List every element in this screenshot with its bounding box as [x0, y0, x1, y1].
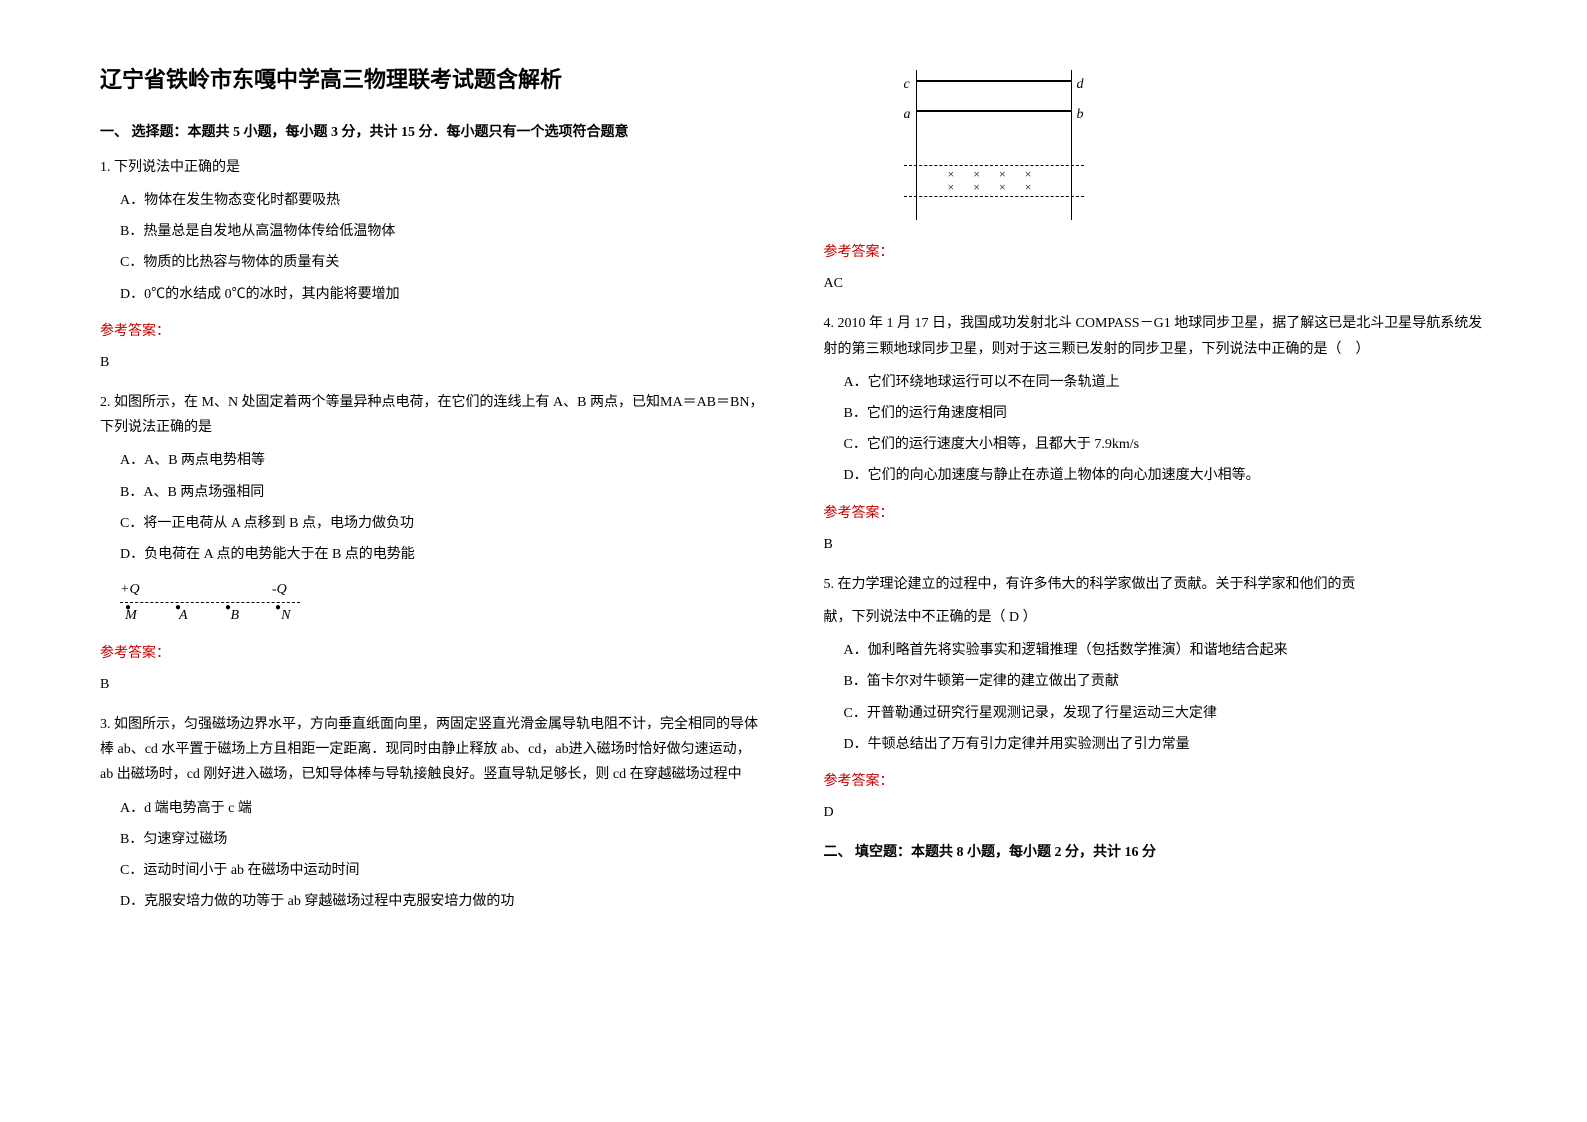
question-4: 4. 2010 年 1 月 17 日，我国成功发射北斗 COMPASS－G1 地… [824, 311, 1488, 557]
q2-option-b: B．A、B 两点场强相同 [120, 480, 764, 505]
section-2-heading: 二、 填空题：本题共 8 小题，每小题 2 分，共计 16 分 [824, 840, 1488, 865]
q3-diagram-x-row2: × × × × [904, 181, 1084, 194]
q1-option-c: C．物质的比热容与物体的质量有关 [120, 250, 764, 275]
q3-option-c: C．运动时间小于 ab 在磁场中运动时间 [120, 858, 764, 883]
q5-option-b: B．笛卡尔对牛顿第一定律的建立做出了贡献 [844, 669, 1488, 694]
q3-option-a: A．d 端电势高于 c 端 [120, 796, 764, 821]
question-1: 1. 下列说法中正确的是 A．物体在发生物态变化时都要吸热 B．热量总是自发地从… [100, 155, 764, 375]
q5-title-2: 献，下列说法中不正确的是（ D ） [824, 605, 1488, 630]
q4-answer-label: 参考答案： [824, 501, 1488, 526]
document-title: 辽宁省铁岭市东嘎中学高三物理联考试题含解析 [100, 60, 764, 100]
q4-option-a: A．它们环绕地球运行可以不在同一条轨道上 [844, 370, 1488, 395]
q5-answer: D [824, 800, 1488, 825]
q3-option-b: B．匀速穿过磁场 [120, 827, 764, 852]
q2-diagram-a: A [146, 603, 188, 628]
q1-option-d: D．0℃的水结成 0℃的冰时，其内能将要增加 [120, 282, 764, 307]
q3-answer: AC [824, 271, 1488, 296]
q5-answer-label: 参考答案： [824, 769, 1488, 794]
q3-diagram-d: d [1077, 72, 1084, 97]
q2-diagram-b: B [191, 603, 239, 628]
q4-title: 4. 2010 年 1 月 17 日，我国成功发射北斗 COMPASS－G1 地… [824, 311, 1488, 361]
q2-option-d: D．负电荷在 A 点的电势能大于在 B 点的电势能 [120, 542, 764, 567]
q2-answer-label: 参考答案： [100, 641, 764, 666]
q4-option-b: B．它们的运行角速度相同 [844, 401, 1488, 426]
q3-diagram-a: a [904, 102, 911, 127]
q3-diagram-c: c [904, 72, 910, 97]
q4-option-c: C．它们的运行速度大小相等，且都大于 7.9km/s [844, 432, 1488, 457]
question-2: 2. 如图所示，在 M、N 处固定着两个等量异种点电荷，在它们的连线上有 A、B… [100, 390, 764, 697]
q1-option-b: B．热量总是自发地从高温物体传给低温物体 [120, 219, 764, 244]
right-column: c d a b × × × × × × × × 参考答案： AC 4. 2010… [824, 60, 1488, 924]
q5-option-c: C．开普勒通过研究行星观测记录，发现了行星运动三大定律 [844, 701, 1488, 726]
q2-answer: B [100, 672, 764, 697]
section-1-heading: 一、 选择题：本题共 5 小题，每小题 3 分，共计 15 分．每小题只有一个选… [100, 120, 764, 145]
q1-answer-label: 参考答案： [100, 319, 764, 344]
q2-title: 2. 如图所示，在 M、N 处固定着两个等量异种点电荷，在它们的连线上有 A、B… [100, 390, 764, 440]
q2-option-a: A．A、B 两点电势相等 [120, 448, 764, 473]
q3-title: 3. 如图所示，匀强磁场边界水平，方向垂直纸面向里，两固定竖直光滑金属导轨电阻不… [100, 712, 764, 788]
q1-title: 1. 下列说法中正确的是 [100, 155, 764, 180]
q4-option-d: D．它们的向心加速度与静止在赤道上物体的向心加速度大小相等。 [844, 463, 1488, 488]
q4-answer: B [824, 532, 1488, 557]
q5-title: 5. 在力学理论建立的过程中，有许多伟大的科学家做出了贡献。关于科学家和他们的贡 [824, 572, 1488, 597]
q3-option-d: D．克服安培力做的功等于 ab 穿越磁场过程中克服安培力做的功 [120, 889, 764, 914]
q1-option-a: A．物体在发生物态变化时都要吸热 [120, 188, 764, 213]
q3-answer-label: 参考答案： [824, 240, 1488, 265]
question-5: 5. 在力学理论建立的过程中，有许多伟大的科学家做出了贡献。关于科学家和他们的贡… [824, 572, 1488, 826]
q5-option-a: A．伽利略首先将实验事实和逻辑推理（包括数学推演）和谐地结合起来 [844, 638, 1488, 663]
q2-diagram: +Q -Q ● ● ● ● M A B N [120, 577, 764, 628]
q2-diagram-n: N [243, 603, 291, 628]
q5-option-d: D．牛顿总结出了万有引力定律并用实验测出了引力常量 [844, 732, 1488, 757]
question-3: 3. 如图所示，匀强磁场边界水平，方向垂直纸面向里，两固定竖直光滑金属导轨电阻不… [100, 712, 764, 914]
q3-diagram-b: b [1077, 102, 1084, 127]
q3-diagram: c d a b × × × × × × × × [904, 70, 1084, 220]
q2-option-c: C．将一正电荷从 A 点移到 B 点，电场力做负功 [120, 511, 764, 536]
q1-answer: B [100, 350, 764, 375]
left-column: 辽宁省铁岭市东嘎中学高三物理联考试题含解析 一、 选择题：本题共 5 小题，每小… [100, 60, 764, 924]
